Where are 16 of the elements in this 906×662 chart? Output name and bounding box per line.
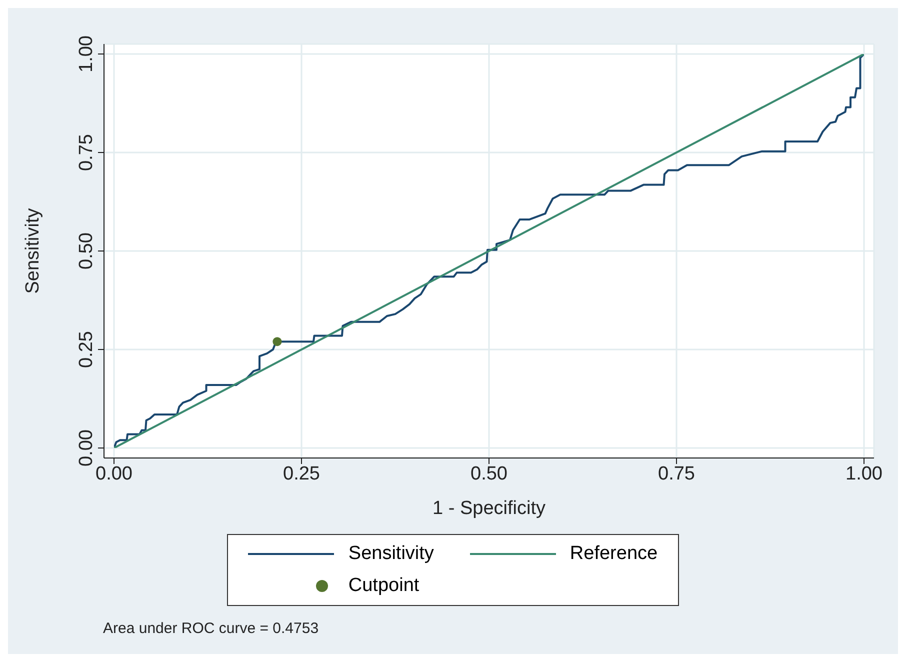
y-tick-label: 0.25 bbox=[76, 331, 97, 368]
x-tick-label: 0.25 bbox=[283, 463, 320, 484]
legend-label: Cutpoint bbox=[348, 575, 420, 597]
y-axis-title: Sensitivity bbox=[22, 208, 44, 294]
y-tick-label: 1.00 bbox=[76, 36, 97, 72]
y-tick-label: 0.75 bbox=[76, 134, 97, 171]
x-tick-label: 1.00 bbox=[846, 463, 882, 484]
text: Area under ROC curve = 0.4753 bbox=[103, 620, 320, 637]
x-tick-label: 0.75 bbox=[658, 463, 695, 484]
line-series bbox=[114, 54, 864, 448]
x-tick-label: 0.50 bbox=[470, 463, 508, 484]
x-axis-title: 1 - Specificity bbox=[432, 498, 546, 519]
y-tick-label: 0.50 bbox=[76, 232, 97, 270]
x-tick-label: 0.00 bbox=[96, 463, 132, 484]
legend-label: Reference bbox=[570, 543, 658, 565]
legend-label: Sensitivity bbox=[348, 543, 434, 565]
